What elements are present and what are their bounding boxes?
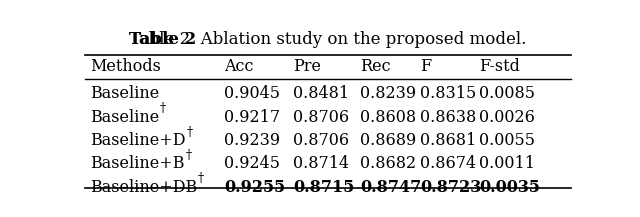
Text: 0.8689: 0.8689	[360, 132, 417, 149]
Text: 0.9255: 0.9255	[224, 179, 285, 196]
Text: 0.0055: 0.0055	[479, 132, 535, 149]
Text: Baseline+DB: Baseline+DB	[90, 179, 197, 196]
Text: †: †	[198, 173, 204, 186]
Text: 0.8674: 0.8674	[420, 155, 476, 172]
Text: 0.8239: 0.8239	[360, 85, 417, 102]
Text: 0.8682: 0.8682	[360, 155, 417, 172]
Text: 0.0085: 0.0085	[479, 85, 535, 102]
Text: 0.0011: 0.0011	[479, 155, 535, 172]
Text: 0.8315: 0.8315	[420, 85, 476, 102]
Text: 0.8706: 0.8706	[293, 132, 349, 149]
Text: Table 2: Table 2	[129, 31, 196, 48]
Text: 0.8715: 0.8715	[293, 179, 355, 196]
Text: Baseline: Baseline	[90, 108, 159, 126]
Text: 0.0035: 0.0035	[479, 179, 540, 196]
Text: Baseline: Baseline	[90, 85, 159, 102]
Text: 0.9045: 0.9045	[224, 85, 280, 102]
Text: 0.8638: 0.8638	[420, 108, 476, 126]
Text: 0.8608: 0.8608	[360, 108, 417, 126]
Text: 0.9217: 0.9217	[224, 108, 280, 126]
Text: 0.8681: 0.8681	[420, 132, 476, 149]
Text: Pre: Pre	[293, 58, 321, 76]
Text: Baseline+B: Baseline+B	[90, 155, 184, 172]
Text: 0.8714: 0.8714	[293, 155, 349, 172]
Text: Rec: Rec	[360, 58, 391, 76]
Text: 0.8747: 0.8747	[360, 179, 422, 196]
Text: Methods: Methods	[90, 58, 161, 76]
Text: †: †	[186, 126, 193, 139]
Text: 0.9245: 0.9245	[224, 155, 280, 172]
Text: †: †	[160, 102, 166, 115]
Text: 0.8481: 0.8481	[293, 85, 349, 102]
Text: 0.0026: 0.0026	[479, 108, 535, 126]
Text: F-std: F-std	[479, 58, 520, 76]
Text: 0.8706: 0.8706	[293, 108, 349, 126]
Text: F: F	[420, 58, 431, 76]
Text: Table 2. Ablation study on the proposed model.: Table 2. Ablation study on the proposed …	[129, 31, 527, 48]
Text: Acc: Acc	[224, 58, 253, 76]
Text: 0.9239: 0.9239	[224, 132, 280, 149]
Text: Baseline+D: Baseline+D	[90, 132, 186, 149]
Text: 0.8723: 0.8723	[420, 179, 481, 196]
Text: †: †	[186, 149, 191, 162]
